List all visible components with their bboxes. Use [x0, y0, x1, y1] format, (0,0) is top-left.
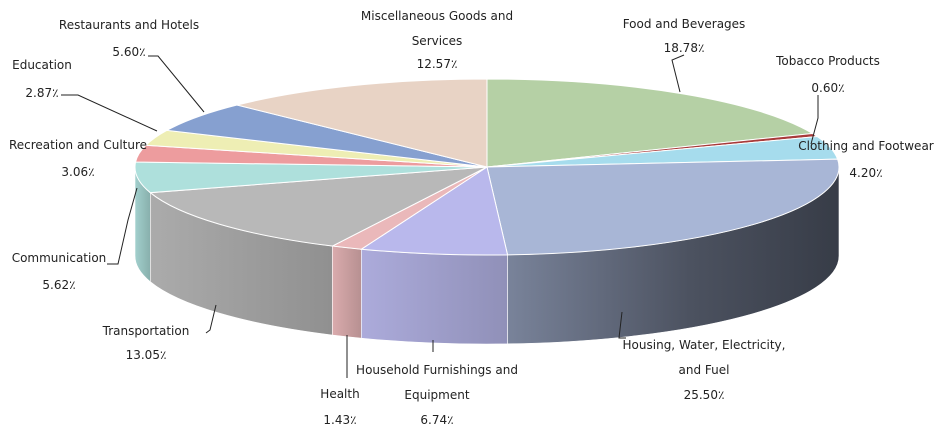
slice-value-restaurants-and-hotels: 5.60٪: [112, 45, 145, 59]
leader-line-communication: [107, 187, 138, 265]
leader-line-education: [61, 94, 158, 132]
slice-value-household-furnishings-and-equipment: 6.74٪: [420, 413, 453, 427]
slice-value-housing-water-electricity-and-fuel: 25.50٪: [684, 388, 725, 402]
slice-label-household-furnishings-and-equipment-line2: Equipment: [404, 388, 469, 402]
slice-label-health: Health: [320, 387, 359, 401]
pie-labels: Food and Beverages 18.78٪ Tobacco Products…: [9, 9, 934, 427]
leader-line-restaurants-and-hotels: [148, 55, 205, 113]
pie-slice-food-and-beverages[interactable]: [486, 78, 814, 168]
slice-label-education: Education: [12, 58, 72, 72]
slice-value-clothing-and-footwear: 4.20٪: [849, 166, 882, 180]
slice-label-transportation: Transportation: [102, 324, 190, 338]
pie-side-walls: [134, 166, 840, 345]
leader-line-transportation: [205, 304, 217, 334]
pie-slice-miscellaneous-goods-and-services[interactable]: [236, 78, 488, 168]
slice-label-miscellaneous-goods-and-services-line2: Services: [412, 34, 463, 48]
slice-label-food-and-beverages: Food and Beverages: [623, 17, 746, 31]
slice-value-recreation-and-culture: 3.06٪: [61, 165, 94, 179]
slice-value-health: 1.43٪: [323, 413, 356, 427]
slice-label-miscellaneous-goods-and-services: Miscellaneous Goods and: [361, 9, 513, 23]
slice-value-miscellaneous-goods-and-services: 12.57٪: [417, 57, 458, 71]
slice-label-household-furnishings-and-equipment: Household Furnishings and: [356, 363, 518, 377]
leader-line-food-and-beverages: [671, 54, 685, 93]
slice-value-education: 2.87٪: [25, 86, 58, 100]
pie-slice-housing-water-electricity-and-fuel[interactable]: [486, 158, 840, 256]
slice-value-food-and-beverages: 18.78٪: [664, 41, 705, 55]
slice-label-housing-water-electricity-and-fuel-line2: and Fuel: [679, 363, 730, 377]
pie-side-household-furnishings-and-equipment: [361, 248, 508, 345]
slice-label-communication: Communication: [12, 251, 107, 265]
slice-label-restaurants-and-hotels: Restaurants and Hotels: [59, 18, 199, 32]
slice-value-communication: 5.62٪: [42, 278, 75, 292]
slice-label-housing-water-electricity-and-fuel: Housing, Water, Electricity,: [623, 338, 786, 352]
slice-label-tobacco-products: Tobacco Products: [775, 54, 880, 68]
slice-label-clothing-and-footwear: Clothing and Footwear: [798, 139, 934, 153]
slice-value-tobacco-products: 0.60٪: [811, 81, 844, 95]
slice-value-transportation: 13.05٪: [126, 348, 167, 362]
leader-line-tobacco-products: [810, 95, 819, 145]
slice-label-recreation-and-culture: Recreation and Culture: [9, 138, 147, 152]
leader-line-housing-water-electricity-and-fuel: [618, 311, 626, 339]
pie-side-health: [332, 245, 362, 339]
pie-top-faces: [134, 78, 840, 256]
pie-slice-household-furnishings-and-equipment[interactable]: [359, 166, 509, 256]
